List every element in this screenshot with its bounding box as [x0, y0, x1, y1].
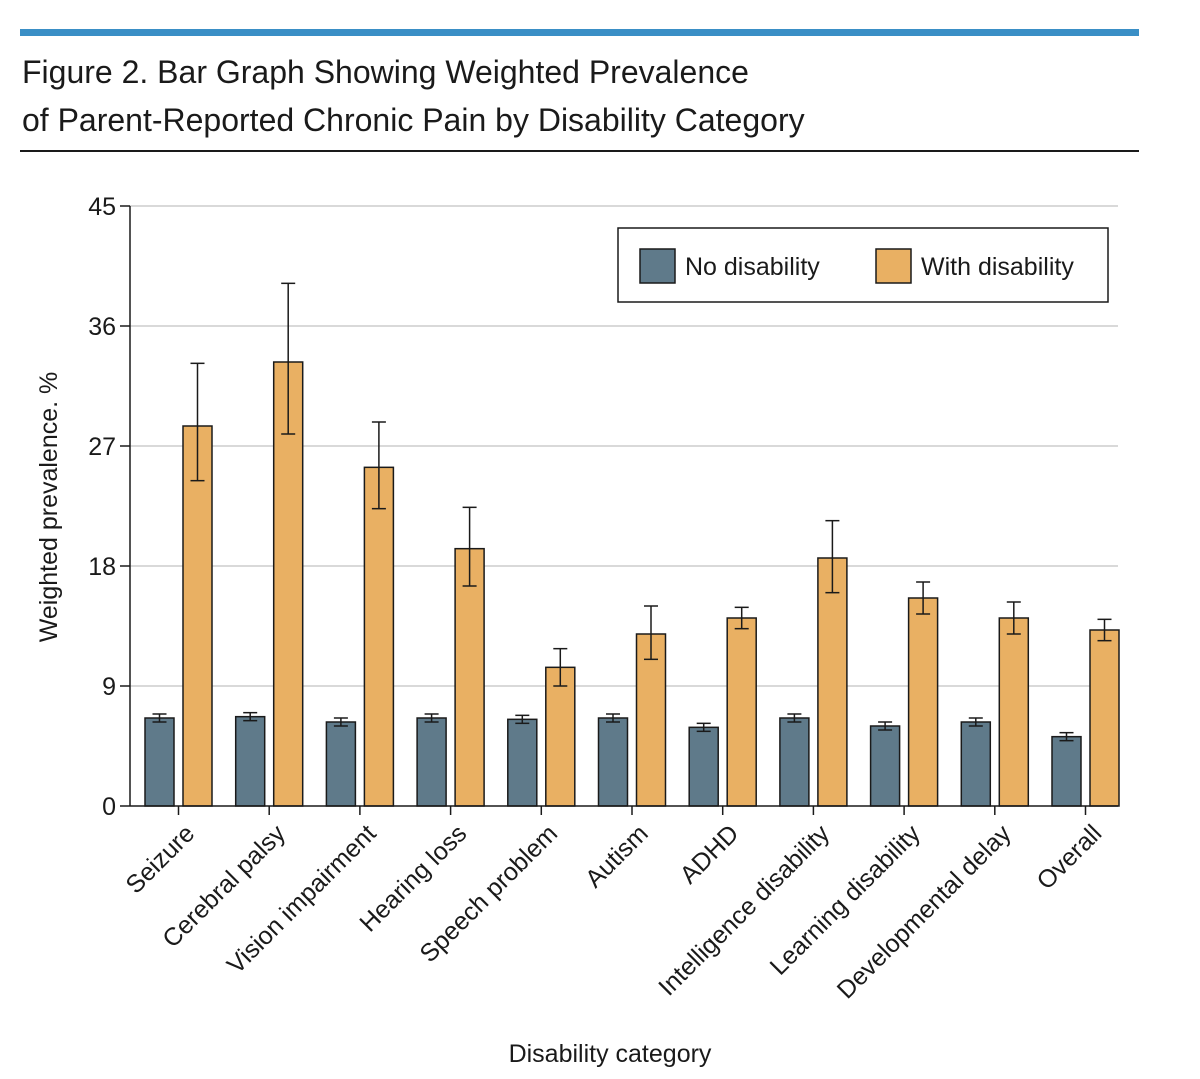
bar-speech-problem-no-disability	[507, 718, 538, 807]
bar-overall-no-disability	[1051, 735, 1082, 807]
error-bar-learning-disability-no-disability	[878, 721, 893, 731]
error-bar-developmental-delay-with-disability	[1006, 601, 1021, 635]
legend-box	[617, 227, 1109, 303]
error-bar-autism-with-disability	[644, 605, 658, 661]
error-bar-overall-no-disability	[1059, 731, 1074, 742]
bar-adhd-no-disability	[688, 726, 719, 807]
error-bar-vision-impairment-with-disability	[371, 421, 386, 510]
error-bar-hearing-loss-with-disability	[462, 506, 477, 587]
bar-intelligence-disability-no-disability	[779, 717, 810, 807]
bar-intelligence-disability-with-disability	[817, 557, 848, 807]
legend-swatch-with-disability	[875, 248, 912, 284]
bar-hearing-loss-with-disability	[454, 547, 485, 807]
error-bar-cerebral-palsy-with-disability	[281, 282, 296, 435]
figure-title-line1: Figure 2. Bar Graph Showing Weighted Pre…	[22, 54, 749, 90]
legend-label-with-disability: With disability	[921, 253, 1074, 281]
error-bar-developmental-delay-no-disability	[968, 717, 983, 727]
error-bar-autism-no-disability	[606, 713, 620, 723]
error-bar-overall-with-disability	[1097, 618, 1112, 642]
figure-title-rule	[20, 150, 1139, 152]
y-tick-label-9: 9	[102, 673, 116, 701]
bar-cerebral-palsy-with-disability	[272, 361, 304, 807]
x-tick-label-learning-disability: Learning disability	[765, 819, 927, 981]
bar-hearing-loss-no-disability	[416, 717, 447, 807]
x-tick-label-intelligence-disability: Intelligence disability	[653, 819, 835, 1001]
bar-developmental-delay-with-disability	[998, 617, 1030, 807]
x-axis-label: Disability category	[509, 1040, 712, 1068]
figure-top-rule	[20, 29, 1139, 36]
y-tick-label-45: 45	[88, 193, 116, 221]
error-bar-speech-problem-with-disability	[553, 647, 568, 687]
error-bar-speech-problem-no-disability	[515, 714, 530, 725]
legend-swatch-no-disability	[639, 248, 676, 284]
error-bars	[152, 282, 1112, 742]
bar-speech-problem-with-disability	[545, 666, 576, 807]
error-bar-adhd-no-disability	[696, 722, 711, 733]
y-tick-label-27: 27	[88, 433, 116, 461]
bar-overall-with-disability	[1089, 629, 1120, 807]
legend: No disability With disability	[617, 227, 1109, 303]
y-tick-labels: 0 9 18 27 36 45	[88, 193, 116, 821]
y-tick-label-0: 0	[102, 793, 116, 821]
x-tick-label-overall: Overall	[1031, 819, 1107, 895]
bar-cerebral-palsy-no-disability	[234, 715, 266, 807]
error-bar-adhd-with-disability	[734, 606, 749, 630]
error-bar-intelligence-disability-with-disability	[825, 519, 840, 594]
x-tick-label-developmental-delay: Developmental delay	[832, 819, 1017, 1004]
error-bar-cerebral-palsy-no-disability	[243, 711, 258, 722]
bar-vision-impairment-no-disability	[325, 721, 357, 807]
error-bar-learning-disability-with-disability	[916, 581, 931, 615]
x-tick-label-seizure: Seizure	[121, 819, 201, 899]
error-bar-seizure-with-disability	[190, 362, 205, 482]
bar-learning-disability-no-disability	[869, 725, 901, 807]
bars	[144, 361, 1120, 807]
y-axis-label: Weighted prevalence. %	[35, 372, 63, 643]
legend-label-no-disability: No disability	[685, 253, 820, 281]
bar-developmental-delay-no-disability	[960, 721, 992, 807]
y-tick-label-18: 18	[88, 553, 116, 581]
x-tick-label-adhd: ADHD	[675, 819, 745, 889]
axes	[120, 205, 1118, 815]
bar-autism-no-disability	[597, 717, 629, 807]
bar-seizure-no-disability	[144, 717, 175, 807]
bar-vision-impairment-with-disability	[363, 466, 395, 807]
y-tick-label-36: 36	[88, 313, 116, 341]
error-bar-seizure-no-disability	[152, 713, 167, 723]
bar-adhd-with-disability	[726, 617, 757, 807]
error-bar-intelligence-disability-no-disability	[787, 713, 802, 723]
error-bar-hearing-loss-no-disability	[424, 713, 439, 723]
figure-title-line2: of Parent-Reported Chronic Pain by Disab…	[22, 102, 805, 138]
figure-title: Figure 2. Bar Graph Showing Weighted Pre…	[22, 48, 1132, 144]
x-tick-label-autism: Autism	[580, 819, 654, 893]
bar-seizure-with-disability	[182, 425, 213, 807]
x-tick-label-vision-impairment: Vision impairment	[222, 819, 382, 979]
error-bar-vision-impairment-no-disability	[333, 717, 348, 727]
bar-learning-disability-with-disability	[907, 597, 939, 807]
